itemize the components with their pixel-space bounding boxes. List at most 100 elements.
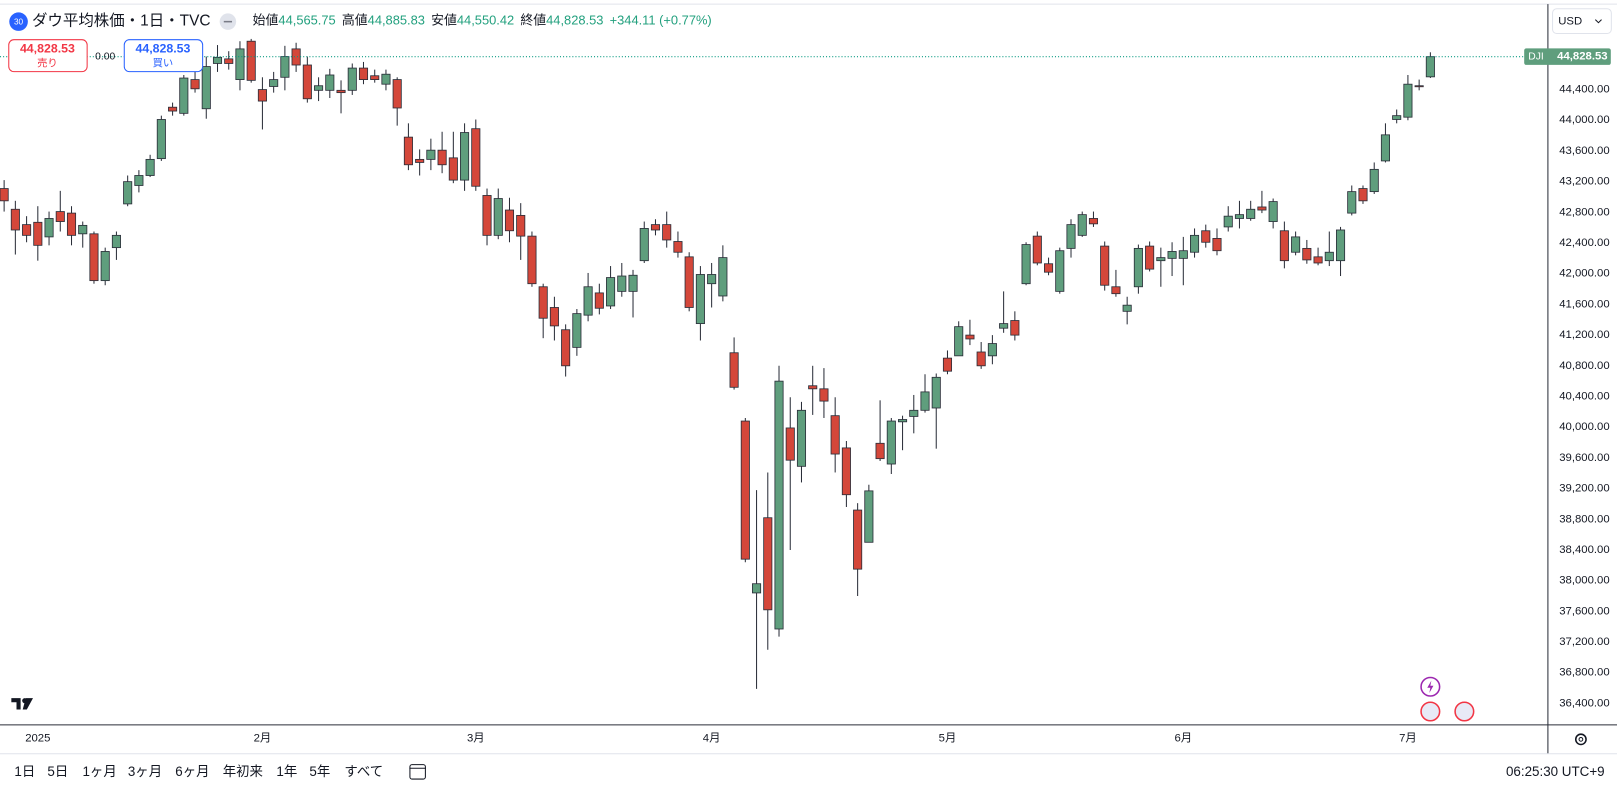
range-button[interactable]: 3ヶ月 bbox=[128, 764, 162, 779]
settings-button[interactable] bbox=[1574, 733, 1587, 746]
ohlc-value: 44,828.53 bbox=[546, 13, 603, 28]
x-tick-label: 2025 bbox=[25, 732, 50, 744]
range-button[interactable]: 1ヶ月 bbox=[83, 764, 117, 779]
candle-body bbox=[695, 274, 705, 325]
x-tick-label: 6月 bbox=[1174, 732, 1192, 744]
ohlc-label: 高値 bbox=[342, 13, 368, 28]
candle-body bbox=[1425, 56, 1435, 78]
candle-body bbox=[156, 119, 166, 160]
candle-body bbox=[78, 224, 88, 235]
currency-label: USD bbox=[1558, 16, 1582, 28]
candle-body bbox=[549, 307, 559, 327]
candle-body bbox=[1414, 85, 1424, 88]
candle-body bbox=[246, 40, 256, 81]
candle-body bbox=[1021, 244, 1031, 285]
range-button[interactable]: 1年 bbox=[276, 764, 297, 779]
candle-body bbox=[1010, 320, 1020, 336]
x-tick-label: 5月 bbox=[939, 732, 957, 744]
candle-body bbox=[707, 274, 717, 285]
ohlc-value: 44,565.75 bbox=[278, 13, 335, 28]
range-button[interactable]: 5年 bbox=[309, 764, 330, 779]
candle-body bbox=[987, 343, 997, 357]
candle-body bbox=[482, 195, 492, 236]
sell-button[interactable] bbox=[8, 39, 88, 73]
candle-body bbox=[976, 351, 986, 367]
buy-button[interactable] bbox=[123, 39, 204, 73]
candle-body bbox=[662, 224, 672, 241]
y-tick-label: 41,200.00 bbox=[1559, 329, 1609, 341]
y-tick-label: 44,000.00 bbox=[1559, 114, 1609, 126]
buy-label: 買い bbox=[153, 58, 174, 70]
candle-body bbox=[1313, 256, 1323, 264]
tv-logo-dot bbox=[22, 698, 28, 704]
range-button[interactable]: 1日 bbox=[14, 764, 35, 779]
candle-body bbox=[134, 175, 144, 186]
y-tick-label: 38,000.00 bbox=[1559, 575, 1609, 587]
tv-logo[interactable] bbox=[11, 698, 33, 710]
candle-body bbox=[370, 75, 380, 80]
range-button[interactable]: 6ヶ月 bbox=[175, 764, 209, 779]
candle-body bbox=[1358, 188, 1368, 202]
candle-body bbox=[594, 292, 604, 309]
candle-body bbox=[1302, 247, 1312, 261]
currency-select[interactable] bbox=[1552, 8, 1612, 35]
candle-body bbox=[10, 208, 20, 231]
candle-body bbox=[1223, 215, 1233, 228]
candle-body bbox=[527, 235, 537, 285]
candle-body bbox=[999, 323, 1009, 329]
range-button[interactable]: 年初来 bbox=[223, 764, 263, 779]
settings-hub bbox=[1578, 736, 1584, 742]
candle-body bbox=[909, 409, 919, 417]
candle-body bbox=[561, 329, 571, 367]
candle-body bbox=[763, 517, 773, 611]
date-range-button[interactable] bbox=[409, 764, 426, 780]
candle-body bbox=[853, 509, 863, 570]
candle-body bbox=[864, 490, 874, 543]
sell-label: 売り bbox=[37, 57, 58, 70]
candle-body bbox=[448, 157, 458, 181]
candle-body bbox=[898, 419, 908, 423]
candle-body bbox=[606, 277, 616, 307]
economic-event[interactable] bbox=[1420, 701, 1441, 722]
range-button[interactable]: 5日 bbox=[47, 764, 68, 779]
candle-body bbox=[426, 149, 436, 160]
candle-body bbox=[1190, 234, 1200, 253]
candle-body bbox=[224, 58, 234, 64]
symbol-title[interactable]: ダウ平均株価・1日・TVC bbox=[32, 12, 211, 30]
candle-body bbox=[1324, 251, 1334, 262]
candle-body bbox=[1133, 247, 1143, 288]
candle-body bbox=[583, 286, 593, 316]
candle-body bbox=[774, 380, 784, 630]
candle-body bbox=[684, 256, 694, 308]
y-tick-label: 38,400.00 bbox=[1559, 544, 1609, 556]
buy-price: 44,828.53 bbox=[135, 42, 190, 56]
candle-body bbox=[392, 79, 402, 109]
candle-body bbox=[617, 275, 627, 292]
candle-body bbox=[875, 442, 885, 460]
candle-body bbox=[954, 326, 964, 357]
range-button[interactable]: すべて bbox=[344, 764, 383, 779]
candle-body bbox=[886, 420, 896, 465]
candle-body bbox=[1156, 257, 1166, 262]
candle-body bbox=[942, 357, 953, 372]
symbol-badge bbox=[9, 12, 28, 31]
range-toolbar: 1日 5日 1ヶ月 3ヶ月 6ヶ月 年初来 1年 5年 すべて bbox=[14, 764, 383, 779]
price-label-symbol: DJI bbox=[1528, 51, 1543, 62]
y-tick-label: 42,400.00 bbox=[1559, 237, 1609, 249]
candle-body bbox=[168, 106, 178, 112]
candle-body bbox=[415, 158, 425, 163]
candle-body bbox=[1111, 286, 1121, 295]
candle-body bbox=[1234, 214, 1244, 219]
candle-body bbox=[1291, 236, 1301, 253]
candle-body bbox=[516, 214, 526, 237]
candle-body bbox=[931, 376, 941, 409]
candle-body bbox=[965, 334, 975, 340]
candle-body bbox=[1257, 206, 1267, 211]
economic-event[interactable] bbox=[1454, 701, 1475, 722]
candle-body bbox=[1178, 250, 1188, 259]
candle-body bbox=[718, 257, 728, 297]
candle-body bbox=[280, 56, 290, 78]
y-tick-label: 43,600.00 bbox=[1559, 145, 1609, 157]
candle-body bbox=[1077, 214, 1087, 236]
